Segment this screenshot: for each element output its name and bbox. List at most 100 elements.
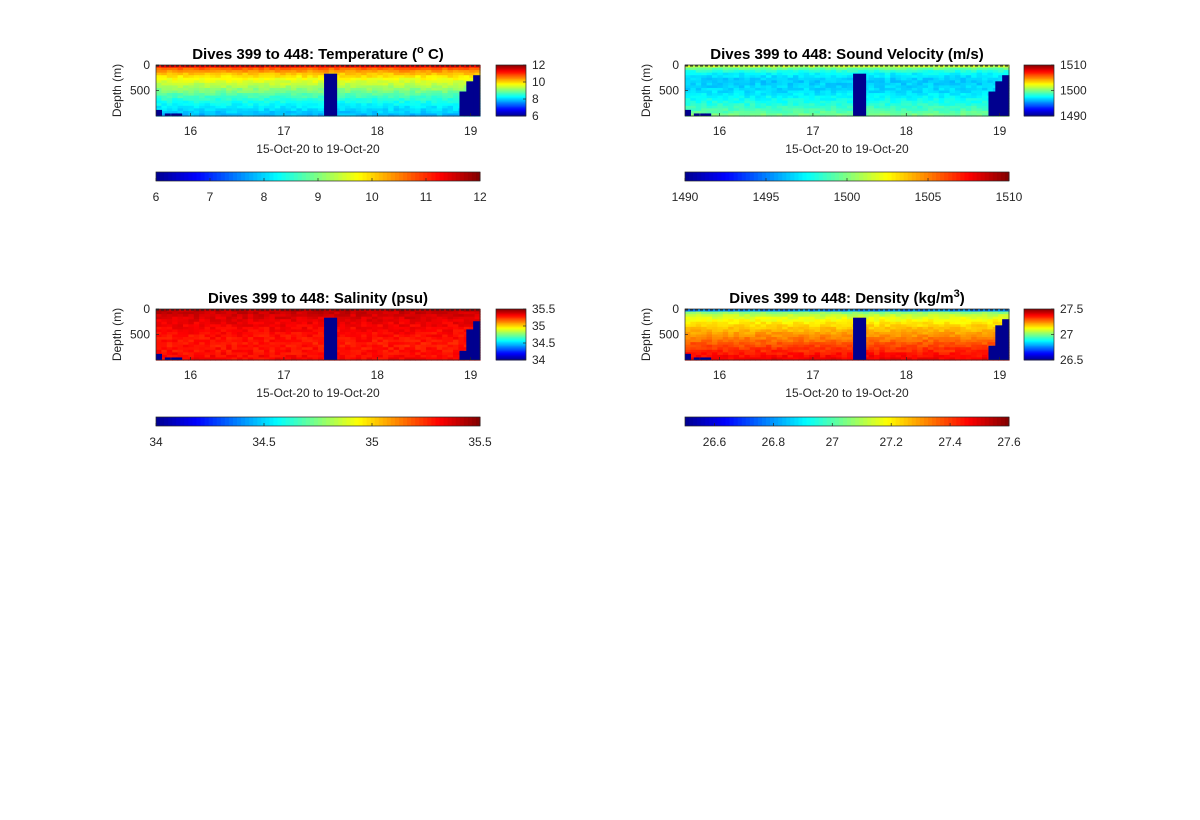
colorbar-swatch — [383, 417, 388, 426]
colorbar-swatch — [269, 172, 274, 181]
colorbar-swatch — [306, 172, 311, 181]
colorbar-swatch — [302, 172, 307, 181]
colorbar-swatch — [956, 172, 961, 181]
data-gap — [324, 318, 337, 360]
colorbar-swatch — [395, 417, 400, 426]
x-tick-label: 16 — [184, 124, 198, 138]
colorbar-swatch — [464, 172, 469, 181]
colorbar-swatch — [241, 417, 246, 426]
colorbar-swatch — [225, 417, 230, 426]
colorbar-swatch — [411, 417, 416, 426]
colorbar-swatch — [205, 172, 210, 181]
colorbar-swatch — [160, 172, 165, 181]
colorbar-swatch — [892, 172, 897, 181]
data-gap — [459, 92, 466, 116]
colorbar-swatch — [253, 172, 258, 181]
colorbar-swatch — [730, 172, 735, 181]
colorbar-swatch — [448, 172, 453, 181]
colorbar-swatch — [379, 417, 384, 426]
colorbar-swatch — [359, 172, 364, 181]
colorbar-swatch — [318, 172, 323, 181]
colorbar-swatch — [989, 172, 994, 181]
colorbar-swatch — [221, 172, 226, 181]
colorbar-swatch — [290, 417, 295, 426]
data-gap — [988, 92, 995, 116]
x-axis-label: 15-Oct-20 to 19-Oct-20 — [256, 386, 380, 400]
colorbar-tick-label: 12 — [473, 190, 487, 204]
colorbar-swatch — [875, 172, 880, 181]
colorbar-swatch — [229, 172, 234, 181]
colorbar-swatch — [883, 172, 888, 181]
chart-title: Dives 399 to 448: Sound Velocity (m/s) — [710, 46, 983, 63]
colorbar-swatch — [371, 417, 376, 426]
colorbar-swatch — [257, 172, 262, 181]
colorbar-swatch — [977, 172, 982, 181]
colorbar-tick-label: 34 — [149, 435, 163, 449]
x-tick-label: 16 — [713, 124, 727, 138]
colorbar-swatch — [237, 417, 242, 426]
colorbar-swatch — [188, 172, 193, 181]
colorbar-swatch — [407, 172, 412, 181]
colorbar-tick-label: 1510 — [1060, 58, 1087, 72]
colorbar-swatch — [334, 417, 339, 426]
colorbar-swatch — [415, 417, 420, 426]
colorbar-swatch — [302, 417, 307, 426]
colorbar-swatch — [431, 417, 436, 426]
colorbar-swatch — [318, 417, 323, 426]
colorbar-swatch — [973, 172, 978, 181]
colorbar-swatch — [322, 417, 327, 426]
colorbar-swatch — [346, 417, 351, 426]
colorbar-swatch — [1001, 172, 1006, 181]
colorbar-tick-label: 6 — [153, 190, 160, 204]
colorbar-swatch — [742, 172, 747, 181]
colorbar-swatch — [176, 172, 181, 181]
colorbar-swatch — [717, 172, 722, 181]
colorbar-swatch — [229, 417, 234, 426]
data-gap — [853, 74, 866, 116]
colorbar-swatch — [294, 172, 299, 181]
data-gap — [176, 357, 182, 360]
colorbar-swatch — [835, 172, 840, 181]
colorbar-swatch — [904, 172, 909, 181]
colorbar-swatch — [456, 417, 461, 426]
colorbar-swatch — [160, 417, 165, 426]
chart-title-unit: C) — [424, 46, 444, 63]
chart-title: Dives 399 to 448: Salinity (psu) — [208, 290, 428, 307]
colorbar-swatch — [298, 417, 303, 426]
colorbar-swatch — [338, 172, 343, 181]
y-tick-label: 0 — [672, 58, 679, 72]
colorbar-swatch — [306, 417, 311, 426]
x-tick-label: 19 — [993, 124, 1007, 138]
colorbar-swatch — [164, 417, 169, 426]
colorbar-swatch — [205, 417, 210, 426]
data-gap — [705, 113, 711, 116]
colorbar-swatch — [249, 417, 254, 426]
colorbar-swatch — [383, 172, 388, 181]
colorbar-swatch — [184, 417, 189, 426]
colorbar-swatch — [217, 172, 222, 181]
data-gap — [466, 81, 473, 116]
colorbar-swatch — [209, 172, 214, 181]
colorbar-swatch — [819, 172, 824, 181]
colorbar-swatch — [750, 172, 755, 181]
colorbar-swatch — [440, 417, 445, 426]
x-tick-label: 17 — [277, 124, 291, 138]
colorbar-swatch — [855, 172, 860, 181]
colorbar-swatch — [330, 172, 335, 181]
colorbar-swatch — [192, 172, 197, 181]
colorbar-swatch — [705, 172, 710, 181]
x-tick-label: 18 — [900, 124, 914, 138]
data-gap — [694, 113, 700, 116]
colorbar-swatch — [354, 417, 359, 426]
colorbar-swatch — [468, 172, 473, 181]
colorbar-swatch — [472, 417, 477, 426]
colorbar-swatch — [758, 172, 763, 181]
colorbar-swatch — [908, 172, 913, 181]
colorbar-swatch — [798, 172, 803, 181]
colorbar-swatch — [997, 172, 1002, 181]
heatmap-cells — [156, 309, 481, 361]
